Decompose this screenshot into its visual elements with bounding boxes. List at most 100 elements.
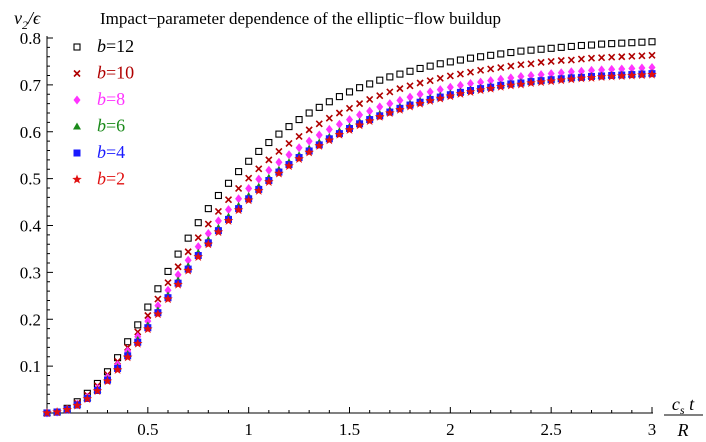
marker-shape [618, 53, 626, 61]
data-point [183, 265, 193, 275]
data-point [587, 54, 596, 62]
marker-shape [485, 83, 496, 93]
marker-shape [638, 52, 646, 60]
y-label-rest: /ϵ [27, 8, 41, 28]
data-point [376, 92, 384, 100]
marker-shape [346, 115, 353, 125]
data-point [416, 64, 424, 73]
marker-shape [73, 122, 81, 130]
marker-shape [184, 248, 192, 256]
marker-shape [224, 179, 233, 187]
data-point [416, 89, 424, 99]
x-label-num-main: c [672, 394, 680, 414]
data-point [376, 76, 384, 84]
data-point [385, 108, 395, 118]
marker-shape [194, 219, 202, 227]
data-point [265, 156, 273, 164]
data-point [446, 72, 454, 80]
data-point [335, 109, 343, 117]
data-point [557, 68, 565, 78]
marker-shape [376, 102, 384, 112]
data-point [376, 102, 384, 112]
data-point [235, 184, 243, 193]
data-point [204, 228, 212, 238]
y-tick-label: 0.4 [20, 217, 42, 236]
data-point [134, 328, 142, 336]
data-point [285, 123, 293, 131]
data-point [193, 251, 204, 261]
legend-marker [73, 149, 81, 157]
x-tick-label: 2.5 [541, 420, 562, 439]
data-point [144, 311, 152, 320]
marker-shape [122, 352, 133, 362]
marker-shape [608, 53, 616, 61]
legend-label: b=2 [97, 169, 125, 189]
marker-shape [285, 150, 293, 160]
marker-shape [204, 205, 212, 213]
marker-shape [174, 250, 182, 258]
marker-shape [587, 54, 596, 62]
legend-var: b [97, 63, 106, 83]
data-point [567, 67, 575, 77]
data-point [295, 132, 303, 141]
data-point [233, 205, 244, 215]
data-point [507, 62, 515, 70]
y-tick-label: 0.5 [20, 170, 41, 189]
marker-shape [598, 40, 606, 48]
marker-shape [618, 39, 626, 47]
marker-shape [194, 234, 202, 242]
marker-shape [376, 92, 384, 100]
marker-shape [638, 38, 646, 46]
marker-shape [577, 55, 585, 63]
data-point [487, 51, 495, 59]
y-label-sub: 2 [22, 18, 28, 32]
legend-var: b [97, 169, 106, 189]
data-point [325, 98, 333, 106]
data-point [557, 56, 565, 65]
x-label-num-rest: t [685, 394, 696, 414]
series-b-8 [43, 63, 656, 418]
data-point [285, 150, 293, 160]
marker-shape [527, 60, 535, 68]
data-point [214, 216, 222, 226]
data-point [396, 85, 404, 93]
marker-shape [556, 75, 567, 85]
marker-shape [315, 103, 323, 111]
marker-shape [285, 139, 293, 148]
data-point [517, 61, 525, 69]
marker-shape [245, 157, 253, 165]
legend-var: b [97, 36, 106, 56]
marker-shape [567, 56, 575, 64]
marker-shape [537, 45, 545, 53]
data-point [477, 66, 485, 74]
data-point [52, 407, 62, 417]
data-point [588, 65, 595, 75]
marker-shape [446, 72, 454, 80]
data-point [295, 116, 303, 124]
data-point [648, 38, 656, 46]
legend-label: b=4 [97, 142, 125, 162]
marker-shape [628, 63, 636, 73]
data-point [173, 279, 183, 289]
data-point [315, 120, 323, 128]
marker-shape [356, 110, 364, 120]
marker-shape [184, 234, 192, 242]
data-point [547, 44, 555, 52]
marker-shape [596, 71, 607, 81]
marker-shape [627, 70, 637, 80]
marker-shape [73, 149, 81, 157]
data-point [164, 267, 172, 275]
marker-shape [354, 120, 365, 130]
data-point [112, 364, 123, 374]
y-tick-label: 0.1 [20, 357, 41, 376]
data-point [163, 294, 173, 304]
x-axis-label: cs tR [664, 394, 703, 440]
marker-shape [304, 147, 314, 157]
marker-shape [72, 400, 83, 410]
data-point [598, 54, 606, 62]
marker-shape [487, 51, 495, 59]
data-point [214, 191, 222, 200]
marker-shape [233, 205, 244, 215]
x-label-num-sub: s [680, 403, 685, 417]
data-point [556, 75, 567, 85]
